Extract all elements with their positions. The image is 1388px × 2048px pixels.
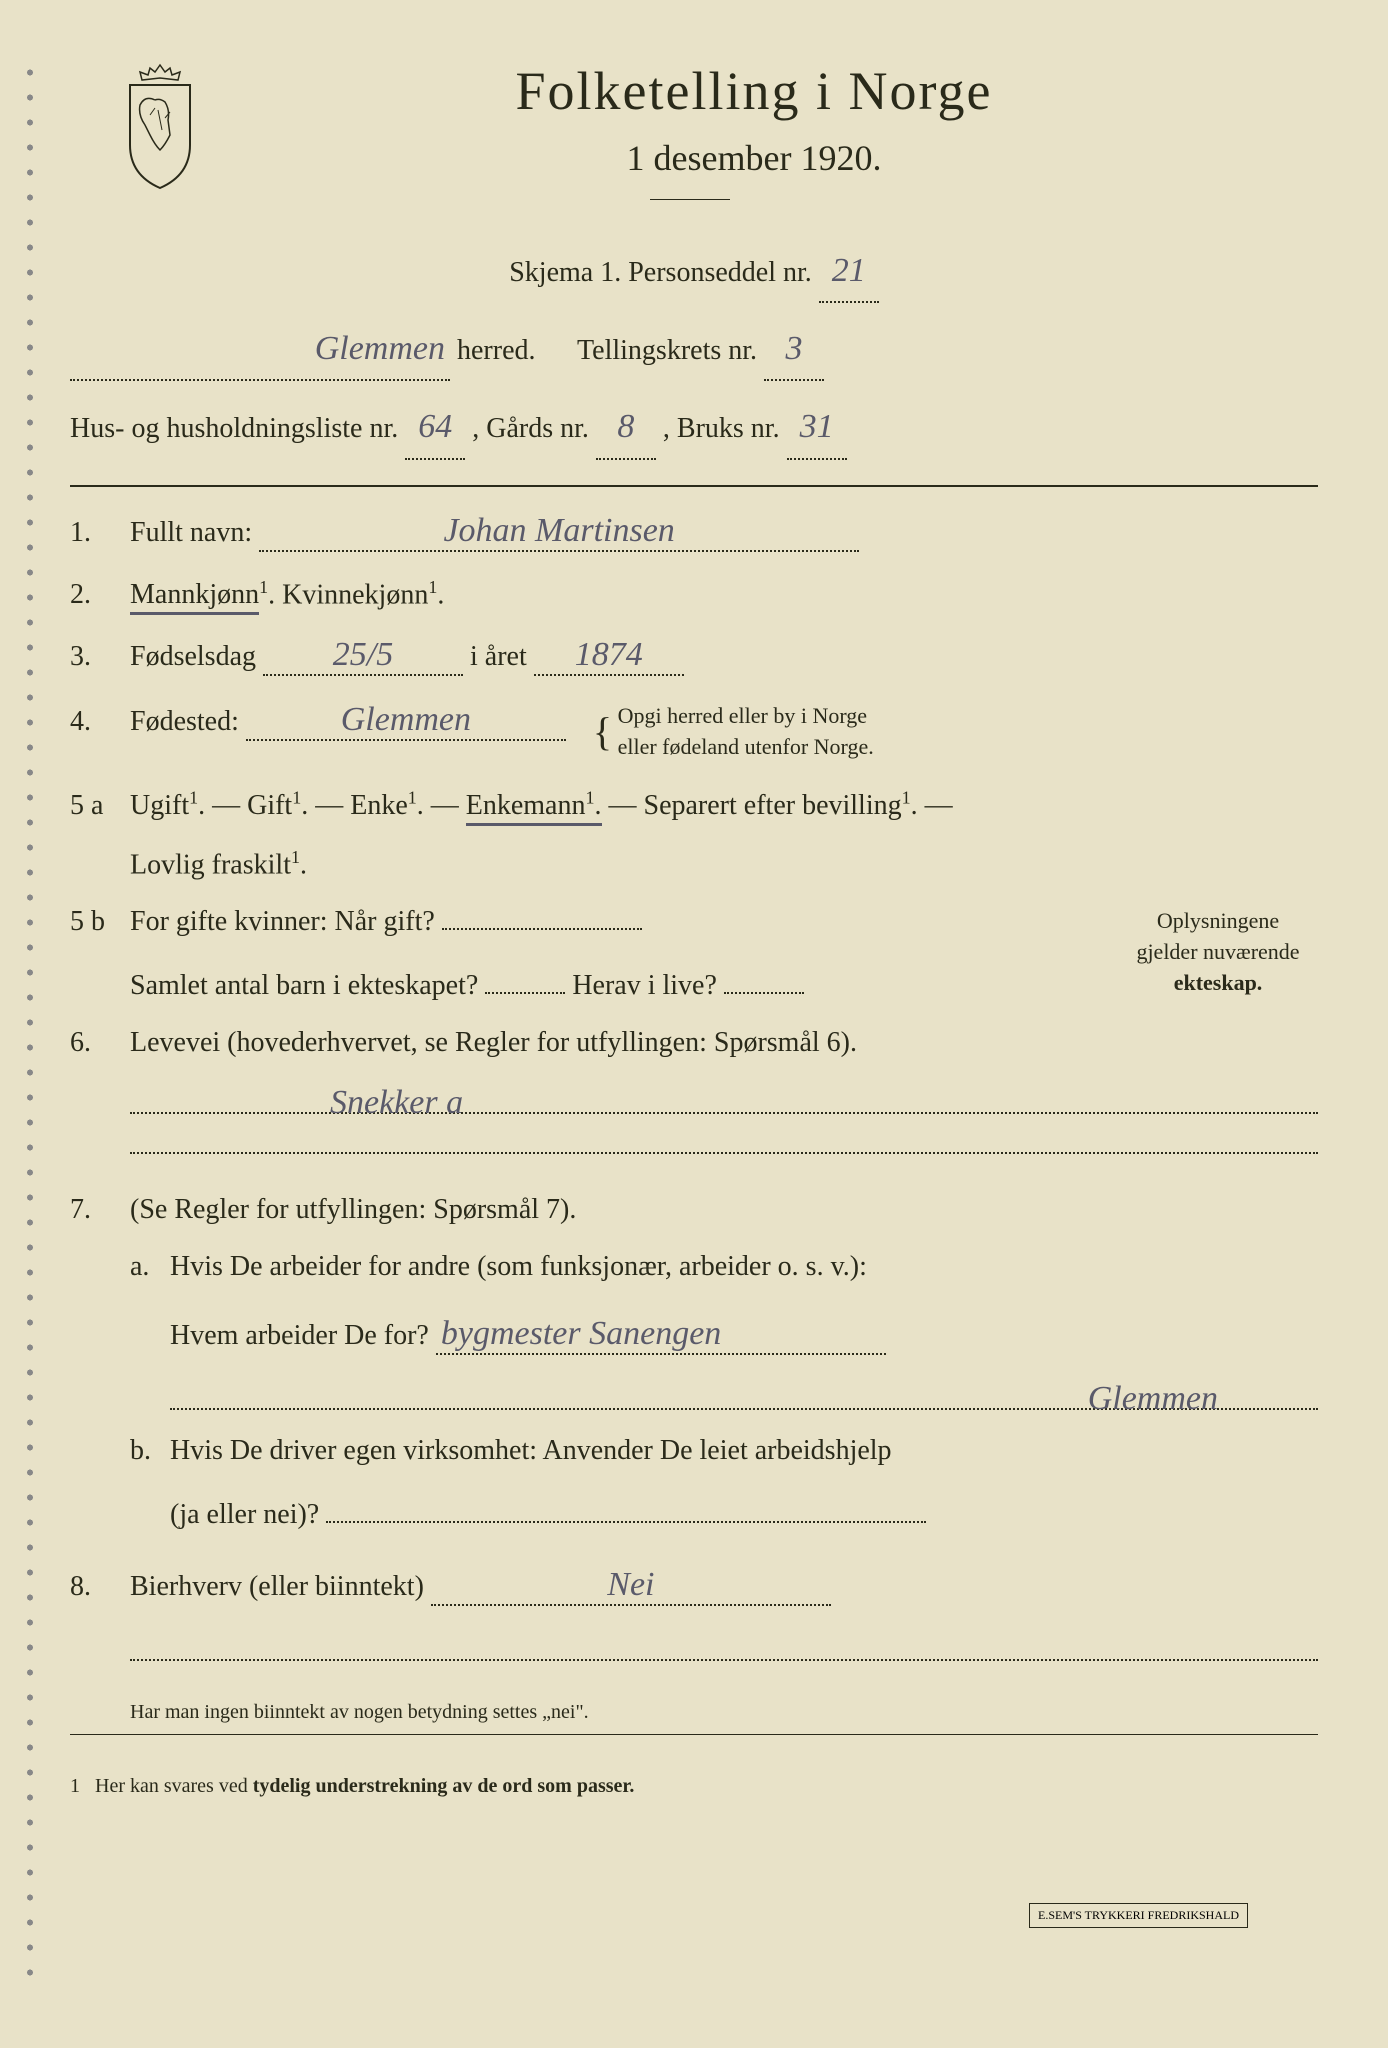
row-number: 4. — [70, 706, 130, 738]
skjema-label: Skjema 1. Personseddel nr. — [509, 257, 812, 288]
husliste-label: Hus- og husholdningsliste nr. — [70, 413, 398, 444]
field-7a-value2: Glemmen — [1088, 1380, 1218, 1418]
footnote-rule — [70, 1734, 1318, 1735]
tellingskrets-value: 3 — [764, 318, 824, 381]
footnote-body: Her kan svares ved tydelig understreknin… — [95, 1775, 634, 1797]
census-form-page: Folketelling i Norge 1 desember 1920. Sk… — [70, 60, 1318, 1988]
row-number: 1. — [70, 517, 130, 549]
field-7a-value1: bygmester Sanengen — [436, 1315, 886, 1355]
note-5b-2: gjelder nuværende — [1136, 939, 1299, 964]
row-number: 3. — [70, 641, 130, 673]
field-4-note-1: Opgi herred eller by i Norge — [618, 703, 867, 728]
field-7b-label2: (ja eller nei)? — [170, 1499, 319, 1530]
sub-b: b. — [130, 1435, 170, 1467]
form-subtitle: 1 desember 1920. — [190, 137, 1318, 179]
field-7a-label2: Hvem arbeider De for? — [170, 1320, 429, 1351]
field-2-female: Kvinnekjønn — [282, 579, 428, 610]
row-5a-cont: Lovlig fraskilt1. — [70, 847, 1318, 881]
row-number: 5 b — [70, 906, 130, 938]
field-3-year-value: 1874 — [534, 636, 684, 676]
title-divider — [650, 199, 730, 200]
field-6-value: Snekker a — [330, 1084, 463, 1122]
option-separert: Separert efter bevilling1. — [644, 790, 918, 821]
row-5a: 5 a Ugift1. — Gift1. — Enke1. — Enkemann… — [70, 787, 1318, 821]
row-8: 8. Bierhverv (eller biinntekt) Nei — [70, 1566, 1318, 1606]
footer-note: Har man ingen biinntekt av nogen betydni… — [130, 1691, 1318, 1724]
option-ugift: Ugift1. — [130, 790, 205, 821]
field-5b-label2: Samlet antal barn i ekteskapet? — [130, 970, 478, 1001]
field-5b-label1: For gifte kvinner: Når gift? — [130, 906, 435, 937]
coat-of-arms-icon — [110, 60, 210, 190]
field-3-day-label: Fødselsdag — [130, 641, 256, 672]
row-2: 2. Mannkjønn1. Kvinnekjønn1. — [70, 577, 1318, 611]
field-1-label: Fullt navn: — [130, 517, 252, 548]
row-5b: 5 b For gifte kvinner: Når gift? Samlet … — [70, 906, 1318, 1002]
field-8-value: Nei — [431, 1566, 831, 1606]
row-7a-cont: Glemmen — [170, 1380, 1318, 1410]
tellingskrets-label: Tellingskrets nr. — [577, 335, 757, 366]
row-number: 6. — [70, 1027, 130, 1059]
field-3-year-label: i året — [470, 641, 527, 672]
row-6: 6. Levevei (hovederhvervet, se Regler fo… — [70, 1027, 1318, 1059]
option-enke: Enke1. — [350, 790, 424, 821]
skjema-line: Skjema 1. Personseddel nr. 21 — [70, 240, 1318, 303]
row-3: 3. Fødselsdag 25/5 i året 1874 — [70, 636, 1318, 676]
option-fraskilt: Lovlig fraskilt — [130, 849, 291, 880]
perforation-edge — [20, 60, 40, 1988]
row-6-value-line: Snekker a — [130, 1084, 1318, 1154]
footnote-text: 1 Her kan svares ved tydelig understrekn… — [70, 1765, 1318, 1798]
herred-value: Glemmen — [70, 318, 450, 381]
row-number: 5 a — [70, 790, 130, 822]
field-2-male: Mannkjønn — [130, 579, 259, 615]
sub-a: a. — [130, 1251, 170, 1283]
row-number: 2. — [70, 579, 130, 611]
note-5b-1: Oplysningene — [1157, 908, 1279, 933]
husliste-value: 64 — [405, 396, 465, 459]
option-enkemann: Enkemann1. — [466, 790, 602, 826]
field-4-label: Fødested: — [130, 706, 239, 737]
field-6-label: Levevei (hovederhvervet, se Regler for u… — [130, 1027, 857, 1058]
row-7a: a. Hvis De arbeider for andre (som funks… — [130, 1251, 1318, 1355]
printer-stamp: E.SEM'S TRYKKERI FREDRIKSHALD — [1029, 1903, 1248, 1928]
field-4-value: Glemmen — [246, 701, 566, 741]
skjema-value: 21 — [819, 240, 879, 303]
bruks-label: , Bruks nr. — [663, 413, 780, 444]
field-8-label: Bierhverv (eller biinntekt) — [130, 1571, 424, 1602]
gards-label: , Gårds nr. — [472, 413, 589, 444]
row-number: 8. — [70, 1571, 130, 1603]
field-5b-note: Oplysningene gjelder nuværende ekteskap. — [1118, 906, 1318, 1002]
row-number: 7. — [70, 1194, 130, 1226]
herred-label: herred. — [457, 335, 536, 366]
field-1-value: Johan Martinsen — [259, 512, 859, 552]
field-4-note: { Opgi herred eller by i Norge eller fød… — [593, 701, 874, 763]
form-title: Folketelling i Norge — [190, 60, 1318, 122]
field-4-note-2: eller fødeland utenfor Norge. — [618, 734, 874, 759]
husliste-line: Hus- og husholdningsliste nr. 64 , Gårds… — [70, 396, 1318, 459]
section-rule — [70, 485, 1318, 487]
field-7b-label1: Hvis De driver egen virksomhet: Anvender… — [170, 1435, 892, 1466]
field-7-label: (Se Regler for utfyllingen: Spørsmål 7). — [130, 1194, 576, 1225]
row-4: 4. Fødested: Glemmen { Opgi herred eller… — [70, 701, 1318, 763]
option-gift: Gift1. — [247, 790, 308, 821]
field-7a-label1: Hvis De arbeider for andre (som funksjon… — [170, 1251, 867, 1282]
row-7b: b. Hvis De driver egen virksomhet: Anven… — [130, 1435, 1318, 1531]
footnote-num: 1 — [70, 1775, 80, 1797]
field-3-day-value: 25/5 — [263, 636, 463, 676]
field-5b-label3: Herav i live? — [572, 970, 717, 1001]
gards-value: 8 — [596, 396, 656, 459]
bruks-value: 31 — [787, 396, 847, 459]
note-5b-3: ekteskap. — [1174, 970, 1263, 995]
row-1: 1. Fullt navn: Johan Martinsen — [70, 512, 1318, 552]
row-7: 7. (Se Regler for utfyllingen: Spørsmål … — [70, 1194, 1318, 1226]
herred-line: Glemmen herred. Tellingskrets nr. 3 — [70, 318, 1318, 381]
row-8-extra — [130, 1631, 1318, 1661]
form-header: Folketelling i Norge 1 desember 1920. — [70, 60, 1318, 200]
